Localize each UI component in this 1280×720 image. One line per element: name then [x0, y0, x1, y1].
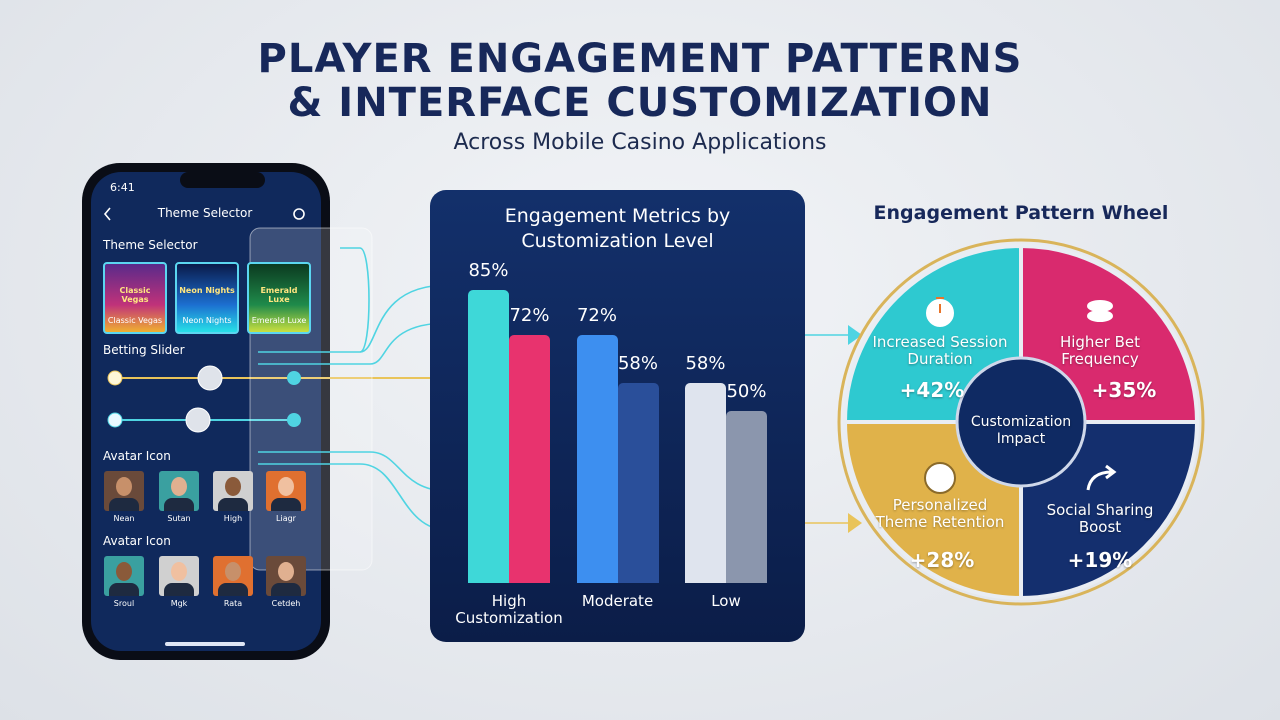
wheel-title: Engagement Pattern Wheel	[873, 202, 1169, 224]
home-indicator	[165, 642, 245, 646]
avatar-body	[218, 498, 248, 511]
avatar-body	[164, 583, 194, 596]
chart-title: Engagement Metrics by Customization Leve…	[504, 205, 731, 252]
segment-value: +42%	[899, 378, 965, 402]
screen-title: Theme Selector	[157, 206, 253, 220]
avatar-head	[171, 477, 187, 496]
avatar-body	[218, 583, 248, 596]
avatar-body	[164, 498, 194, 511]
segment-label: Personalized Theme Retention	[875, 496, 1005, 531]
avatar-name: Rata	[223, 599, 243, 608]
avatar-head	[278, 477, 294, 496]
theme-caption: Neon Nights	[182, 316, 232, 325]
gear-icon	[293, 208, 305, 220]
notch	[180, 172, 265, 188]
avatar	[104, 556, 144, 596]
section-title: Betting Slider	[103, 343, 185, 357]
title-line: & INTERFACE CUSTOMIZATION	[287, 80, 993, 126]
avatar-name: Mgk	[170, 599, 188, 608]
bar	[726, 410, 767, 583]
wheel-ring	[837, 238, 1205, 606]
avatar	[159, 556, 199, 596]
back-icon	[103, 207, 111, 221]
status-time: 6:41	[110, 181, 135, 194]
avatar-name: Nean	[113, 514, 135, 523]
avatar-name: Liagr	[276, 514, 296, 523]
slider-knob	[185, 407, 211, 433]
value-label: 72%	[509, 304, 550, 326]
avatar	[266, 471, 306, 511]
avatar-head	[116, 562, 132, 581]
bar	[509, 334, 550, 583]
section-title: Avatar Icon	[103, 449, 171, 463]
segment-label: Higher Bet Frequency	[1059, 333, 1141, 368]
value-label: 58%	[685, 352, 726, 374]
avatar-head	[171, 562, 187, 581]
avatar-head	[116, 477, 132, 496]
avatar	[266, 556, 306, 596]
wheel-center-label: Customization Impact	[970, 414, 1072, 447]
avatar	[159, 471, 199, 511]
theme-banner: Emerald Luxe	[260, 286, 298, 304]
avatar-name: Cetdeh	[271, 599, 301, 608]
theme-banner: Classic Vegas	[119, 286, 151, 304]
avatar	[213, 556, 253, 596]
avatar-body	[271, 583, 301, 596]
theme-card: Neon Nights Neon Nights	[175, 262, 239, 334]
avatar-head	[225, 562, 241, 581]
value-label: 58%	[617, 352, 658, 374]
section-title: Avatar Icon	[103, 534, 171, 548]
bar	[576, 334, 618, 583]
x-tick-label: Low	[711, 592, 741, 610]
subtitle: Across Mobile Casino Applications	[453, 130, 827, 155]
avatar-name: Sutan	[167, 514, 191, 523]
segment-value: +28%	[909, 548, 975, 572]
section-title: Theme Selector	[103, 238, 198, 252]
x-tick-label: Moderate	[581, 592, 654, 610]
slider-end	[107, 412, 123, 428]
avatar-body	[109, 498, 139, 511]
theme-card: Classic Vegas Classic Vegas	[103, 262, 167, 334]
avatar-body	[109, 583, 139, 596]
bar	[617, 382, 659, 583]
theme-card: Emerald Luxe Emerald Luxe	[247, 262, 311, 334]
segment-label: Social Sharing Boost	[1046, 501, 1154, 536]
slider-end	[107, 370, 123, 386]
theme-caption: Classic Vegas	[107, 316, 163, 325]
avatar-head	[278, 562, 294, 581]
segment-value: +35%	[1091, 378, 1157, 402]
segment-value: +19%	[1067, 548, 1133, 572]
x-tick-label: High Customization	[455, 592, 563, 627]
bar	[468, 289, 509, 583]
avatar	[104, 471, 144, 511]
chart-area: 85% 72% High Customization 72% 58% Moderate 58…	[430, 190, 805, 642]
value-label: 72%	[576, 304, 617, 326]
value-label: 50%	[726, 380, 767, 402]
theme-caption: Emerald Luxe	[251, 316, 307, 325]
value-label: 85%	[468, 259, 509, 281]
slider-knob	[197, 365, 223, 391]
theme-banner: Neon Nights	[179, 286, 235, 295]
wheel-center	[955, 356, 1087, 488]
avatar	[213, 471, 253, 511]
wheel-icons	[924, 297, 1117, 494]
avatar-head	[225, 477, 241, 496]
title-line: PLAYER ENGAGEMENT PATTERNS	[257, 36, 1023, 82]
avatar-name: High	[223, 514, 243, 523]
segment-label: Increased Session Duration	[872, 333, 1008, 368]
avatar-name: Sroul	[113, 599, 135, 608]
bar	[685, 382, 726, 583]
avatar-body	[271, 498, 301, 511]
